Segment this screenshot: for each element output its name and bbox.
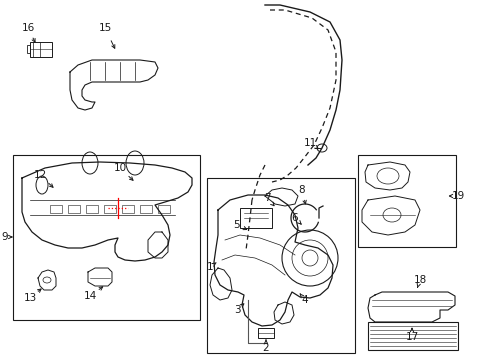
Text: 10: 10: [113, 163, 126, 173]
Text: 13: 13: [23, 293, 37, 303]
Text: 4: 4: [301, 295, 307, 305]
Bar: [13, 155, 200, 320]
Ellipse shape: [316, 144, 326, 152]
Text: 19: 19: [450, 191, 464, 201]
Text: 16: 16: [21, 23, 35, 33]
Text: 7: 7: [263, 193, 270, 203]
Text: 2: 2: [262, 343, 269, 353]
Bar: [86, 205, 98, 213]
Text: 11: 11: [303, 138, 316, 148]
Text: 15: 15: [98, 23, 111, 33]
Bar: [206, 178, 354, 353]
Text: 5: 5: [233, 220, 240, 230]
Text: 14: 14: [83, 291, 97, 301]
Text: 3: 3: [233, 305, 240, 315]
Bar: [140, 205, 152, 213]
Text: 1: 1: [206, 262, 213, 272]
Text: 6: 6: [291, 213, 298, 223]
Text: 18: 18: [412, 275, 426, 285]
Bar: [104, 205, 116, 213]
Bar: [27, 45, 30, 53]
Bar: [158, 205, 170, 213]
Text: 8: 8: [298, 185, 305, 195]
Text: 9: 9: [1, 232, 8, 242]
Bar: [240, 208, 271, 228]
Bar: [258, 328, 273, 338]
Bar: [50, 205, 62, 213]
Text: 17: 17: [405, 332, 418, 342]
Bar: [68, 205, 80, 213]
Bar: [122, 205, 134, 213]
Bar: [30, 42, 52, 57]
Bar: [367, 322, 457, 350]
Bar: [357, 155, 455, 247]
Text: 12: 12: [33, 170, 46, 180]
